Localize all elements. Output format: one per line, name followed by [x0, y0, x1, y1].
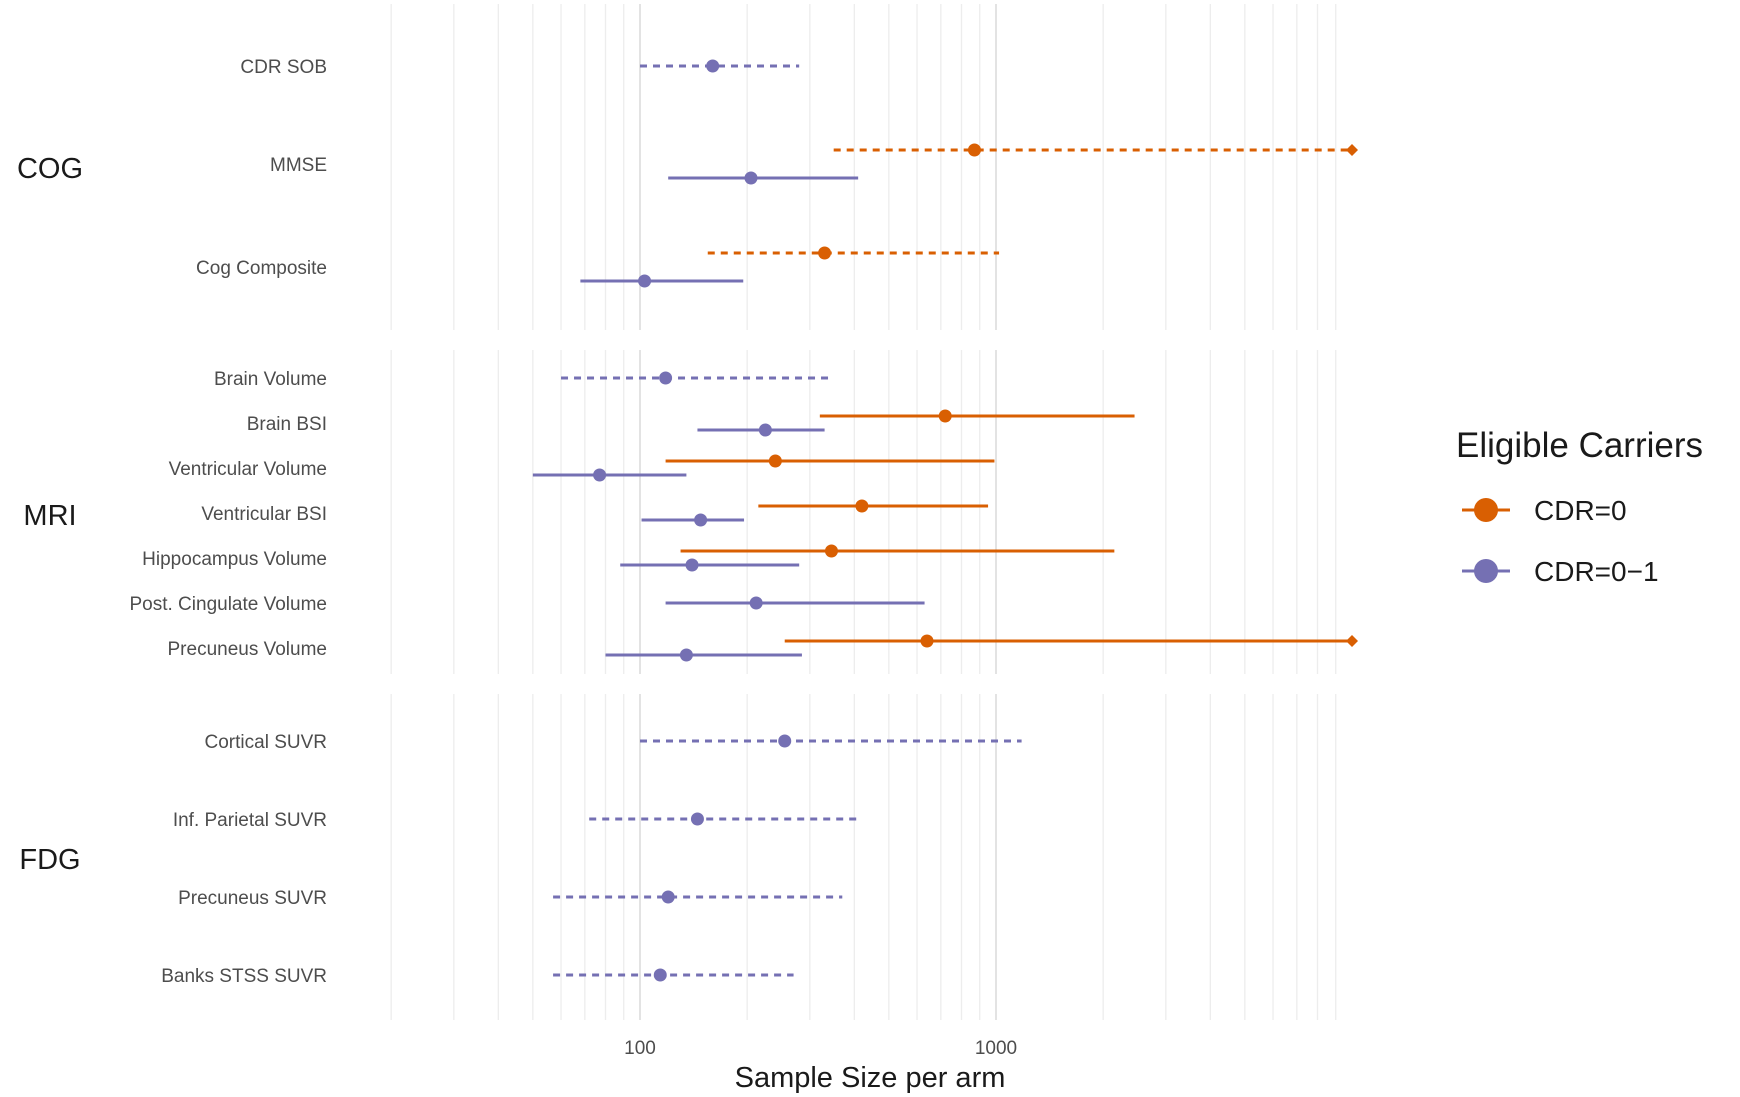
- point-estimate: [749, 596, 763, 610]
- group-label-mri: MRI: [23, 500, 76, 532]
- point-estimate: [661, 890, 675, 904]
- point-estimate: [638, 274, 652, 288]
- point-estimate: [768, 454, 782, 468]
- point-estimate: [938, 409, 952, 423]
- row-label: Ventricular Volume: [169, 459, 327, 480]
- point-estimate: [659, 371, 673, 385]
- point-estimate: [694, 513, 708, 527]
- row-label: Brain BSI: [247, 414, 327, 435]
- point-estimate: [920, 634, 934, 648]
- row-label: MMSE: [270, 155, 327, 176]
- row-label: Cortical SUVR: [205, 732, 327, 753]
- truncation-marker: [1346, 635, 1358, 647]
- plot-marks: [532, 59, 1358, 982]
- truncation-marker: [1346, 144, 1358, 156]
- gridlines: [390, 4, 1337, 1020]
- point-estimate: [824, 544, 838, 558]
- x-tick-label: 100: [624, 1038, 656, 1059]
- point-estimate: [679, 648, 693, 662]
- point-estimate: [653, 968, 667, 982]
- group-label-fdg: FDG: [19, 844, 80, 876]
- row-label: Cog Composite: [196, 258, 327, 279]
- row-labels: COG CDR SOB MMSE Cog Composite MRI Brain Volu…: [17, 57, 327, 987]
- point-estimate: [706, 59, 720, 73]
- row-label: Hippocampus Volume: [142, 549, 327, 570]
- x-axis: 100 1000: [624, 1038, 1017, 1059]
- x-axis-title: Sample Size per arm: [735, 1062, 1006, 1094]
- group-label-cog: COG: [17, 153, 83, 185]
- row-label: CDR SOB: [240, 57, 327, 78]
- point-estimate: [778, 734, 792, 748]
- point-estimate: [690, 812, 704, 826]
- point-estimate: [818, 246, 832, 260]
- x-tick-label: 1000: [975, 1038, 1017, 1059]
- point-estimate: [855, 499, 869, 513]
- legend-entry-label: CDR=0: [1534, 495, 1627, 526]
- point-estimate: [967, 143, 981, 157]
- point-estimate: [744, 171, 758, 185]
- row-label: Banks STSS SUVR: [161, 966, 327, 987]
- legend-title: Eligible Carriers: [1456, 426, 1703, 465]
- row-label: Brain Volume: [214, 369, 327, 390]
- row-label: Precuneus Volume: [168, 639, 328, 660]
- point-estimate: [593, 468, 607, 482]
- legend-key-dot: [1474, 559, 1498, 583]
- point-estimate: [758, 423, 772, 437]
- legend: Eligible Carriers CDR=0 CDR=0−1: [1456, 426, 1703, 587]
- point-estimate: [685, 558, 699, 572]
- legend-key-dot: [1474, 498, 1498, 522]
- legend-entry-label: CDR=0−1: [1534, 556, 1659, 587]
- row-label: Ventricular BSI: [201, 504, 327, 525]
- row-label: Inf. Parietal SUVR: [173, 810, 327, 831]
- row-label: Post. Cingulate Volume: [129, 594, 327, 615]
- row-label: Precuneus SUVR: [178, 888, 327, 909]
